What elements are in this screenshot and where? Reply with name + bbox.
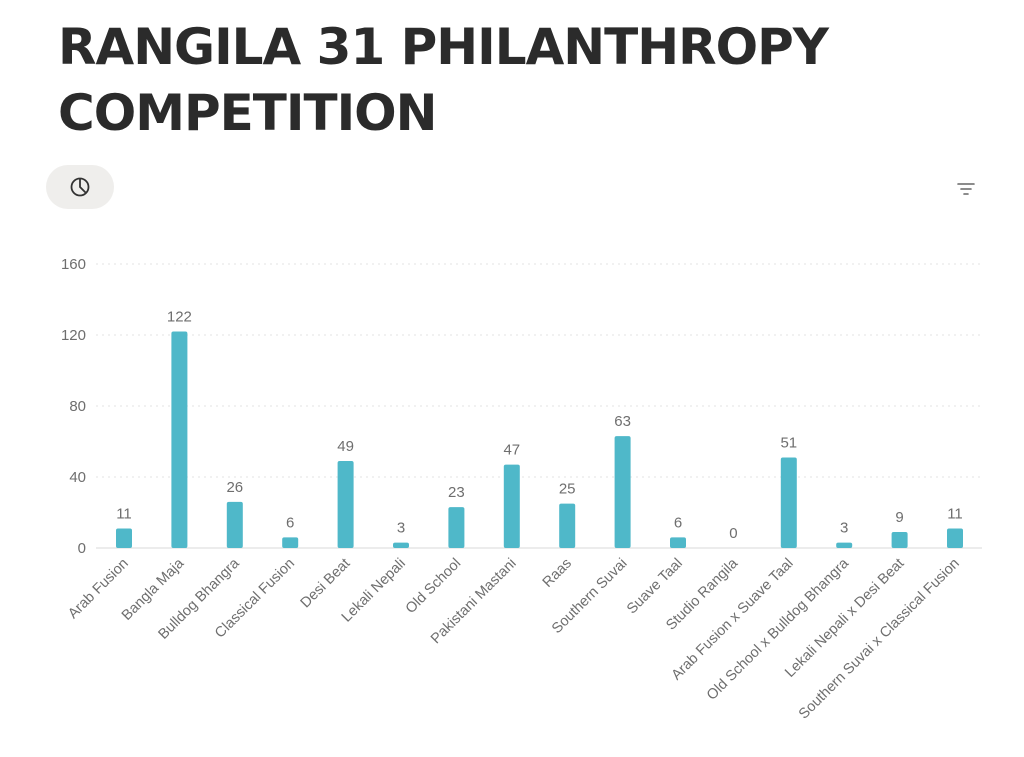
data-label: 6	[286, 514, 294, 531]
chart-type-button[interactable]	[46, 165, 114, 209]
x-tick-label: Desi Beat	[298, 556, 354, 612]
bar[interactable]	[171, 331, 188, 548]
data-label: 11	[116, 505, 132, 522]
data-label: 51	[780, 434, 797, 451]
bar[interactable]	[448, 507, 465, 548]
y-tick-label: 80	[69, 398, 86, 415]
bar[interactable]	[614, 436, 631, 548]
bar[interactable]	[947, 528, 963, 548]
bar[interactable]	[337, 461, 354, 548]
data-label: 122	[167, 308, 192, 325]
bar[interactable]	[670, 537, 686, 548]
data-label: 11	[947, 505, 963, 522]
data-label: 3	[840, 520, 848, 537]
data-label: 23	[448, 484, 465, 501]
data-label: 26	[226, 479, 243, 496]
filter-icon	[957, 182, 975, 196]
bar[interactable]	[226, 501, 243, 548]
y-tick-label: 160	[61, 256, 86, 273]
bars	[116, 331, 963, 548]
data-label: 63	[614, 413, 631, 430]
data-label: 25	[559, 481, 576, 498]
data-label: 49	[337, 438, 354, 455]
data-label: 47	[503, 442, 520, 459]
bar[interactable]	[559, 503, 576, 548]
bar[interactable]	[116, 528, 132, 548]
bar[interactable]	[836, 542, 853, 548]
data-labels: 11 122 26 6 49 3 23 47 25 63 6 0 51 3 9 11	[116, 308, 963, 542]
bar[interactable]	[393, 542, 409, 548]
bar[interactable]	[780, 457, 797, 548]
bar[interactable]	[282, 537, 299, 548]
x-tick-label: Raas	[540, 556, 575, 591]
y-axis: 0 40 80 120 160	[61, 256, 86, 557]
grid	[96, 263, 982, 549]
bar[interactable]	[503, 464, 520, 548]
y-tick-label: 40	[69, 469, 86, 486]
page-title: RANGILA 31 PHILANTHROPY COMPETITION	[58, 18, 829, 142]
pie-chart-icon	[69, 176, 91, 198]
data-label: 9	[895, 509, 903, 526]
data-label: 6	[674, 514, 682, 531]
y-tick-label: 120	[61, 327, 86, 344]
data-label: 3	[397, 520, 405, 537]
y-tick-label: 0	[78, 540, 86, 557]
bar[interactable]	[891, 532, 908, 548]
filter-button[interactable]	[952, 176, 980, 202]
data-label: 0	[729, 525, 737, 542]
